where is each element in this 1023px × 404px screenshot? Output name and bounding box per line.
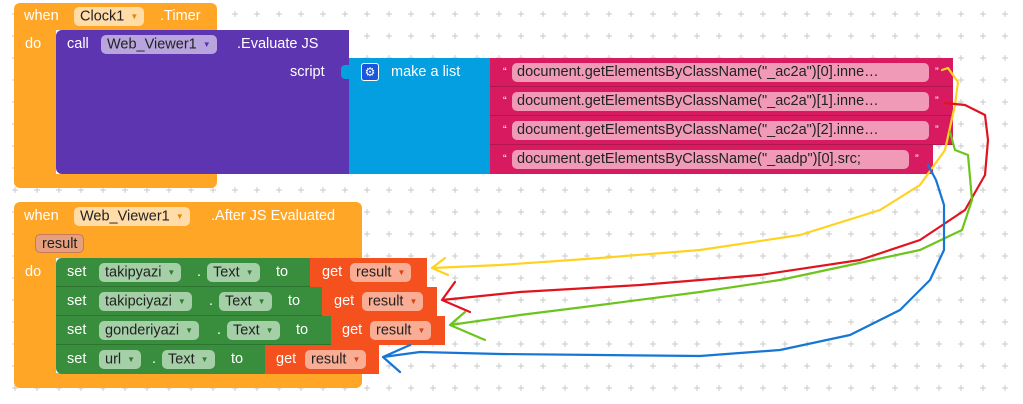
property-dropdown[interactable]: Text ▼ <box>227 321 280 340</box>
to-keyword: to <box>296 322 309 338</box>
variable-dropdown[interactable]: result ▼ <box>305 350 367 369</box>
dropdown-value: Clock1 <box>80 8 125 25</box>
component-dropdown[interactable]: takipciyazi ▼ <box>99 292 192 311</box>
set-keyword: set <box>67 322 87 338</box>
close-quote: ” <box>935 95 939 107</box>
property-dropdown[interactable]: Text ▼ <box>219 292 272 311</box>
dropdown-arrow-icon: ▼ <box>167 268 176 277</box>
dropdown-value: result <box>356 264 392 281</box>
when-keyword: when <box>24 208 59 224</box>
dropdown-value: url <box>105 351 122 368</box>
dropdown-value: result <box>376 322 412 339</box>
to-keyword: to <box>276 264 289 280</box>
script-label: script <box>290 64 325 80</box>
variable-dropdown[interactable]: result ▼ <box>362 292 424 311</box>
dropdown-arrow-icon: ▼ <box>202 40 211 49</box>
get-keyword: get <box>334 293 355 309</box>
dropdown-arrow-icon: ▼ <box>200 355 209 364</box>
property-dropdown[interactable]: Text ▼ <box>162 350 215 369</box>
component-dropdown[interactable]: takipyazi ▼ <box>99 263 182 282</box>
gear-icon[interactable]: ⚙ <box>361 63 379 81</box>
result-parameter[interactable]: result <box>35 234 85 253</box>
dropdown-arrow-icon: ▼ <box>245 268 254 277</box>
open-quote: “ <box>503 95 507 107</box>
get-keyword: get <box>276 351 297 367</box>
dropdown-arrow-icon: ▼ <box>417 326 426 335</box>
close-quote: ” <box>935 66 939 78</box>
method-name: .Evaluate JS <box>237 36 319 52</box>
dot: . <box>197 264 202 280</box>
dropdown-arrow-icon: ▼ <box>175 212 184 221</box>
text-value[interactable]: document.getElementsByClassName("_ac2a")… <box>512 63 929 82</box>
when-keyword: when <box>24 8 59 24</box>
dropdown-value: result <box>368 293 404 310</box>
dropdown-arrow-icon: ▼ <box>257 297 266 306</box>
dropdown-arrow-icon: ▼ <box>352 355 361 364</box>
dropdown-arrow-icon: ▼ <box>185 326 194 335</box>
dropdown-value: gonderiyazi <box>105 322 180 339</box>
text-value[interactable]: document.getElementsByClassName("_ac2a")… <box>512 92 929 111</box>
dropdown-arrow-icon: ▼ <box>130 12 139 21</box>
dropdown-arrow-icon: ▼ <box>127 355 136 364</box>
variable-dropdown[interactable]: result ▼ <box>350 263 412 282</box>
webviewer-component-dropdown[interactable]: Web_Viewer1 ▼ <box>74 207 190 226</box>
dropdown-value: Text <box>225 293 252 310</box>
set-keyword: set <box>67 293 87 309</box>
dropdown-value: takipyazi <box>105 264 162 281</box>
dot: . <box>152 351 157 367</box>
get-keyword: get <box>322 264 343 280</box>
set-keyword: set <box>67 351 87 367</box>
make-a-list-label: make a list <box>391 64 461 80</box>
clock-component-dropdown[interactable]: Clock1 ▼ <box>74 7 145 26</box>
dropdown-value: result <box>311 351 347 368</box>
dot: . <box>217 322 222 338</box>
do-keyword: do <box>25 36 42 52</box>
component-dropdown[interactable]: url ▼ <box>99 350 142 369</box>
event-name: .After JS Evaluated <box>211 208 336 224</box>
dropdown-value: Text <box>168 351 195 368</box>
dot: . <box>209 293 214 309</box>
to-keyword: to <box>231 351 244 367</box>
event-name: .Timer <box>160 8 201 24</box>
close-quote: ” <box>935 124 939 136</box>
variable-dropdown[interactable]: result ▼ <box>370 321 432 340</box>
dropdown-arrow-icon: ▼ <box>177 297 186 306</box>
close-quote: ” <box>915 153 919 165</box>
open-quote: “ <box>503 66 507 78</box>
dropdown-value: Web_Viewer1 <box>107 36 197 53</box>
to-keyword: to <box>288 293 301 309</box>
set-keyword: set <box>67 264 87 280</box>
text-value[interactable]: document.getElementsByClassName("_aadp")… <box>512 150 909 169</box>
text-value[interactable]: document.getElementsByClassName("_ac2a")… <box>512 121 929 140</box>
dropdown-arrow-icon: ▼ <box>265 326 274 335</box>
open-quote: “ <box>503 153 507 165</box>
open-quote: “ <box>503 124 507 136</box>
get-keyword: get <box>342 322 363 338</box>
webviewer-component-dropdown[interactable]: Web_Viewer1 ▼ <box>101 35 217 54</box>
property-dropdown[interactable]: Text ▼ <box>207 263 260 282</box>
dropdown-value: Text <box>233 322 260 339</box>
do-keyword: do <box>25 264 42 280</box>
dropdown-value: Web_Viewer1 <box>80 208 170 225</box>
dropdown-arrow-icon: ▼ <box>409 297 418 306</box>
call-keyword: call <box>67 36 89 52</box>
dropdown-arrow-icon: ▼ <box>397 268 406 277</box>
dropdown-value: takipciyazi <box>105 293 172 310</box>
dropdown-value: Text <box>213 264 240 281</box>
component-dropdown[interactable]: gonderiyazi ▼ <box>99 321 200 340</box>
